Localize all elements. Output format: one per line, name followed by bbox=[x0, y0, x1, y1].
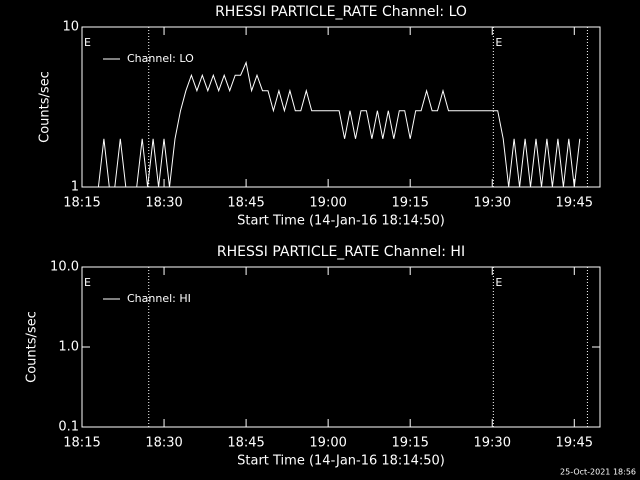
event-label: E bbox=[84, 276, 91, 289]
x-tick-label: 19:45 bbox=[556, 196, 593, 211]
event-label: E bbox=[84, 36, 91, 49]
x-axis-label: Start Time (14-Jan-16 18:14:50) bbox=[237, 454, 445, 469]
x-tick-label: 19:00 bbox=[309, 196, 346, 211]
data-line bbox=[97, 60, 581, 188]
y-tick-label: 1 bbox=[71, 180, 79, 195]
y-tick-label: 10.0 bbox=[50, 260, 79, 275]
x-tick-label: 19:00 bbox=[309, 436, 346, 451]
x-tick-label: 19:30 bbox=[474, 196, 511, 211]
x-tick-label: 18:15 bbox=[63, 436, 100, 451]
chart-title: RHESSI PARTICLE_RATE Channel: HI bbox=[217, 244, 465, 260]
x-tick-label: 19:15 bbox=[391, 196, 428, 211]
x-tick-label: 19:30 bbox=[474, 436, 511, 451]
x-axis-label: Start Time (14-Jan-16 18:14:50) bbox=[237, 214, 445, 229]
x-tick-label: 18:30 bbox=[145, 436, 182, 451]
y-tick-label: 10 bbox=[62, 20, 79, 35]
footer: 25-Oct-2021 18:56 bbox=[560, 468, 636, 477]
x-tick-label: 19:15 bbox=[391, 436, 428, 451]
plot-frame bbox=[81, 26, 601, 188]
plot-frame bbox=[81, 266, 601, 428]
x-tick-label: 19:45 bbox=[556, 436, 593, 451]
x-tick-label: 18:45 bbox=[227, 436, 264, 451]
event-label: E bbox=[495, 36, 502, 49]
legend-label: Channel: HI bbox=[127, 292, 191, 305]
x-tick-label: 18:30 bbox=[145, 196, 182, 211]
y-axis-label: Counts/sec bbox=[38, 71, 53, 143]
y-axis-label: Counts/sec bbox=[25, 311, 40, 383]
x-tick-label: 18:45 bbox=[227, 196, 264, 211]
chart-title: RHESSI PARTICLE_RATE Channel: LO bbox=[215, 4, 467, 20]
x-tick-label: 18:15 bbox=[63, 196, 100, 211]
event-label: E bbox=[495, 276, 502, 289]
y-tick-label: 1.0 bbox=[58, 340, 79, 355]
legend-label: Channel: LO bbox=[127, 52, 194, 65]
y-tick-label: 0.1 bbox=[58, 420, 79, 435]
